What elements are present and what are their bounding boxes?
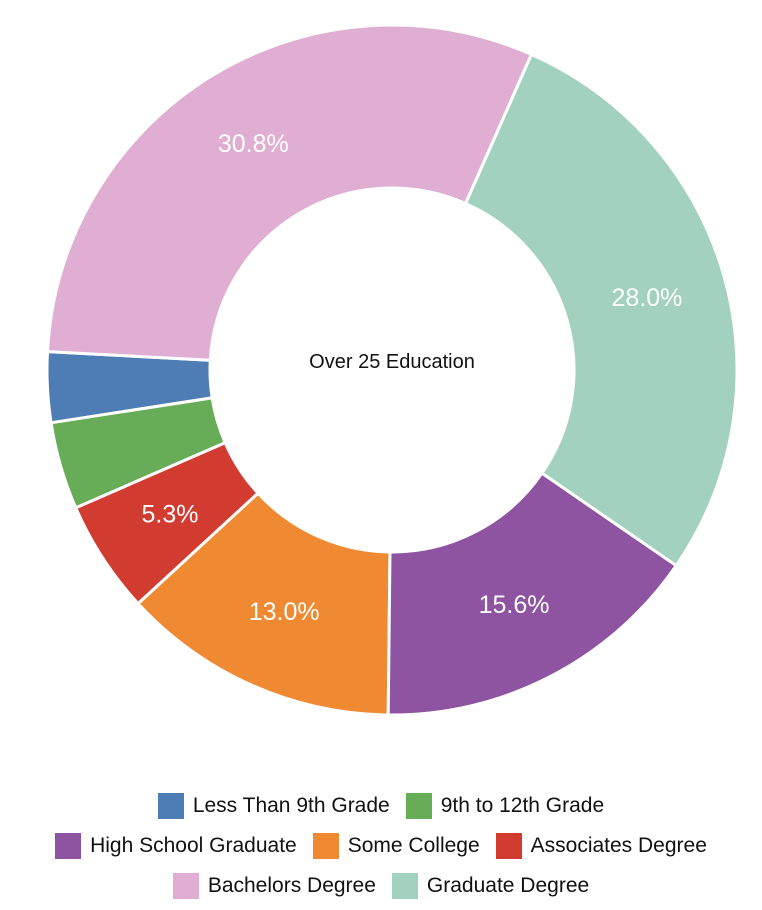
legend-row: Bachelors Degree Graduate Degree bbox=[0, 866, 762, 906]
legend-item-associates-degree[interactable]: Associates Degree bbox=[495, 833, 707, 859]
chart-center-title: Over 25 Education bbox=[309, 351, 475, 373]
slice-bachelors-degree[interactable] bbox=[45, 23, 534, 362]
slice-graduate-degree[interactable] bbox=[463, 52, 739, 568]
slice-label-some-college: 13.0% bbox=[249, 598, 320, 626]
legend-swatch bbox=[495, 833, 522, 859]
legend-label: 9th to 12th Grade bbox=[440, 794, 605, 817]
legend-swatch bbox=[157, 793, 184, 819]
legend-row: Less Than 9th Grade 9th to 12th Grade bbox=[0, 786, 762, 826]
legend-swatch bbox=[172, 873, 199, 899]
legend-item-bachelors-degree[interactable]: Bachelors Degree bbox=[172, 873, 376, 899]
slice-label-graduate-degree: 28.0% bbox=[612, 284, 683, 312]
legend-label: Bachelors Degree bbox=[207, 874, 376, 897]
legend-label: High School Graduate bbox=[90, 834, 297, 857]
slice-high-school-graduate[interactable] bbox=[386, 471, 679, 717]
slice-label-high-school-graduate: 15.6% bbox=[479, 591, 550, 619]
chart-legend: Less Than 9th Grade 9th to 12th Grade High… bbox=[0, 786, 762, 906]
donut-slices bbox=[45, 23, 739, 717]
slice-labels: 5.3% 13.0% 15.6% 28.0% 30.8% bbox=[141, 130, 682, 626]
legend-label: Graduate Degree bbox=[426, 874, 590, 897]
legend-row: High School Graduate Some College Associat… bbox=[0, 826, 762, 866]
slice-label-bachelors-degree: 30.8% bbox=[218, 130, 289, 158]
legend-swatch bbox=[405, 793, 432, 819]
donut-chart: 5.3% 13.0% 15.6% 28.0% 30.8% Over 25 Educati… bbox=[45, 23, 739, 717]
legend-item-high-school-graduate[interactable]: High School Graduate bbox=[55, 833, 297, 859]
legend-item-9th-to-12th-grade[interactable]: 9th to 12th Grade bbox=[405, 793, 605, 819]
slice-some-college[interactable] bbox=[135, 491, 392, 717]
legend-item-graduate-degree[interactable]: Graduate Degree bbox=[391, 873, 590, 899]
legend-swatch bbox=[312, 833, 339, 859]
legend-item-some-college[interactable]: Some College bbox=[312, 833, 480, 859]
legend-swatch bbox=[391, 873, 418, 899]
legend-item-less-than-9th-grade[interactable]: Less Than 9th Grade bbox=[157, 793, 390, 819]
legend-swatch bbox=[55, 833, 82, 859]
legend-label: Associates Degree bbox=[530, 834, 707, 857]
slice-label-associates-degree: 5.3% bbox=[141, 501, 198, 529]
legend-label: Less Than 9th Grade bbox=[192, 794, 390, 817]
legend-label: Some College bbox=[347, 834, 480, 857]
